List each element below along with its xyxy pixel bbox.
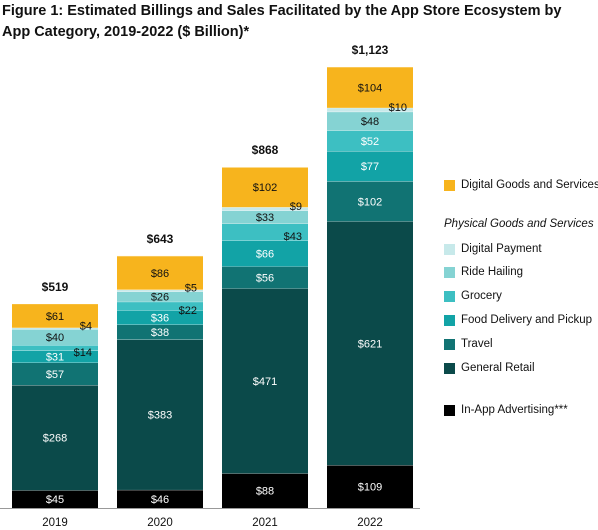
value-label-grocery-2019: $14 xyxy=(74,347,92,359)
legend-swatch-grocery xyxy=(444,291,455,302)
value-label-travel-2019: $57 xyxy=(46,369,64,381)
value-label-ride-hailing-2021: $33 xyxy=(256,212,274,224)
total-label-2021: $868 xyxy=(252,143,279,157)
bar-segment-in-app-advertising-2021 xyxy=(222,473,308,508)
legend-label-travel: Travel xyxy=(461,338,493,350)
value-label-food-delivery-and-pickup-2019: $31 xyxy=(46,352,64,364)
value-label-grocery-2022: $52 xyxy=(361,136,379,148)
value-label-food-delivery-and-pickup-2020: $36 xyxy=(151,313,169,325)
bar-segment-digital-goods-and-services-2019 xyxy=(12,303,98,328)
bar-segment-general-retail-2022 xyxy=(327,221,413,466)
bar-segment-grocery-2019 xyxy=(12,345,98,351)
value-label-digital-payment-2022: $10 xyxy=(389,102,407,114)
value-label-digital-payment-2019: $4 xyxy=(80,321,92,333)
value-label-digital-goods-and-services-2020: $86 xyxy=(151,268,169,280)
legend-swatch-in-app-advertising xyxy=(444,405,455,416)
bar-segment-food-delivery-and-pickup-2021 xyxy=(222,240,308,267)
legend-swatch-digital-goods xyxy=(444,180,455,191)
value-label-digital-goods-and-services-2019: $61 xyxy=(46,311,64,323)
value-label-travel-2022: $102 xyxy=(358,196,382,208)
bar-segment-digital-payment-2022 xyxy=(327,107,413,112)
bar-segment-food-delivery-and-pickup-2019 xyxy=(12,350,98,363)
legend-label-ride-hailing: Ride Hailing xyxy=(461,266,524,278)
total-label-2020: $643 xyxy=(147,232,174,246)
value-label-in-app-advertising-2020: $46 xyxy=(151,494,169,506)
bar-segment-digital-payment-2020 xyxy=(117,289,203,292)
legend-label-food-delivery: Food Delivery and Pickup xyxy=(461,314,593,326)
legend-label-general-retail: General Retail xyxy=(461,362,535,374)
value-label-food-delivery-and-pickup-2022: $77 xyxy=(361,161,379,173)
bar-segment-digital-goods-and-services-2020 xyxy=(117,255,203,290)
value-label-in-app-advertising-2022: $109 xyxy=(358,482,382,494)
value-label-ride-hailing-2019: $40 xyxy=(46,332,64,344)
bar-segment-travel-2020 xyxy=(117,324,203,340)
bar-segment-digital-goods-and-services-2021 xyxy=(222,167,308,208)
legend-heading-physical: Physical Goods and Services xyxy=(444,218,594,230)
bar-segment-travel-2019 xyxy=(12,362,98,386)
value-label-ride-hailing-2020: $26 xyxy=(151,292,169,304)
legend-swatch-travel xyxy=(444,339,455,350)
total-label-2019: $519 xyxy=(42,280,69,294)
value-label-general-retail-2019: $268 xyxy=(43,433,67,445)
legend-swatch-digital-payment xyxy=(444,244,455,255)
value-label-digital-goods-and-services-2021: $102 xyxy=(253,182,277,194)
value-label-general-retail-2021: $471 xyxy=(253,376,277,388)
bar-segment-food-delivery-and-pickup-2022 xyxy=(327,151,413,182)
legend-label-in-app-advertising: In-App Advertising*** xyxy=(461,404,568,416)
legend-swatch-ride-hailing xyxy=(444,267,455,278)
category-label-2021: 2021 xyxy=(252,517,278,529)
bar-segment-travel-2022 xyxy=(327,181,413,222)
bar-segment-grocery-2021 xyxy=(222,223,308,241)
value-label-in-app-advertising-2019: $45 xyxy=(46,494,64,506)
bar-segment-ride-hailing-2019 xyxy=(12,329,98,346)
bar-segment-in-app-advertising-2019 xyxy=(12,490,98,508)
legend-swatch-food-delivery xyxy=(444,315,455,326)
legend-label-digital-payment: Digital Payment xyxy=(461,243,542,255)
category-label-2019: 2019 xyxy=(42,517,68,529)
value-label-grocery-2021: $43 xyxy=(284,231,302,243)
category-label-2020: 2020 xyxy=(147,517,173,529)
bar-segment-in-app-advertising-2020 xyxy=(117,489,203,508)
value-label-general-retail-2020: $383 xyxy=(148,410,172,422)
value-label-general-retail-2022: $621 xyxy=(358,338,382,350)
value-label-grocery-2020: $22 xyxy=(179,305,197,317)
bar-segment-digital-payment-2019 xyxy=(12,327,98,330)
value-label-travel-2021: $56 xyxy=(256,272,274,284)
bar-segment-in-app-advertising-2022 xyxy=(327,465,413,508)
bar-segment-ride-hailing-2020 xyxy=(117,291,203,302)
bar-segment-digital-payment-2021 xyxy=(222,207,308,211)
value-label-travel-2020: $38 xyxy=(151,327,169,339)
chart-title: Figure 1: Estimated Billings and Sales F… xyxy=(2,3,562,40)
value-label-digital-payment-2021: $9 xyxy=(290,201,302,213)
bar-segment-travel-2021 xyxy=(222,266,308,289)
bar-segment-grocery-2022 xyxy=(327,130,413,152)
category-label-2022: 2022 xyxy=(357,517,383,529)
bar-segment-general-retail-2021 xyxy=(222,288,308,474)
value-label-ride-hailing-2022: $48 xyxy=(361,116,379,128)
legend-swatch-general-retail xyxy=(444,363,455,374)
bar-segment-digital-goods-and-services-2022 xyxy=(327,67,413,108)
bar-segment-food-delivery-and-pickup-2020 xyxy=(117,310,203,325)
bar-segment-grocery-2020 xyxy=(117,301,203,311)
value-label-digital-payment-2020: $5 xyxy=(185,283,197,295)
bar-segment-ride-hailing-2021 xyxy=(222,210,308,224)
value-label-food-delivery-and-pickup-2021: $66 xyxy=(256,249,274,261)
bar-segment-general-retail-2020 xyxy=(117,339,203,490)
value-label-in-app-advertising-2021: $88 xyxy=(256,486,274,498)
value-label-digital-goods-and-services-2022: $104 xyxy=(358,82,382,94)
bar-segment-ride-hailing-2022 xyxy=(327,111,413,131)
legend-label-grocery: Grocery xyxy=(461,290,502,302)
legend-label-digital-goods: Digital Goods and Services** xyxy=(461,179,598,191)
total-label-2022: $1,123 xyxy=(352,43,389,57)
bar-segment-general-retail-2019 xyxy=(12,385,98,491)
